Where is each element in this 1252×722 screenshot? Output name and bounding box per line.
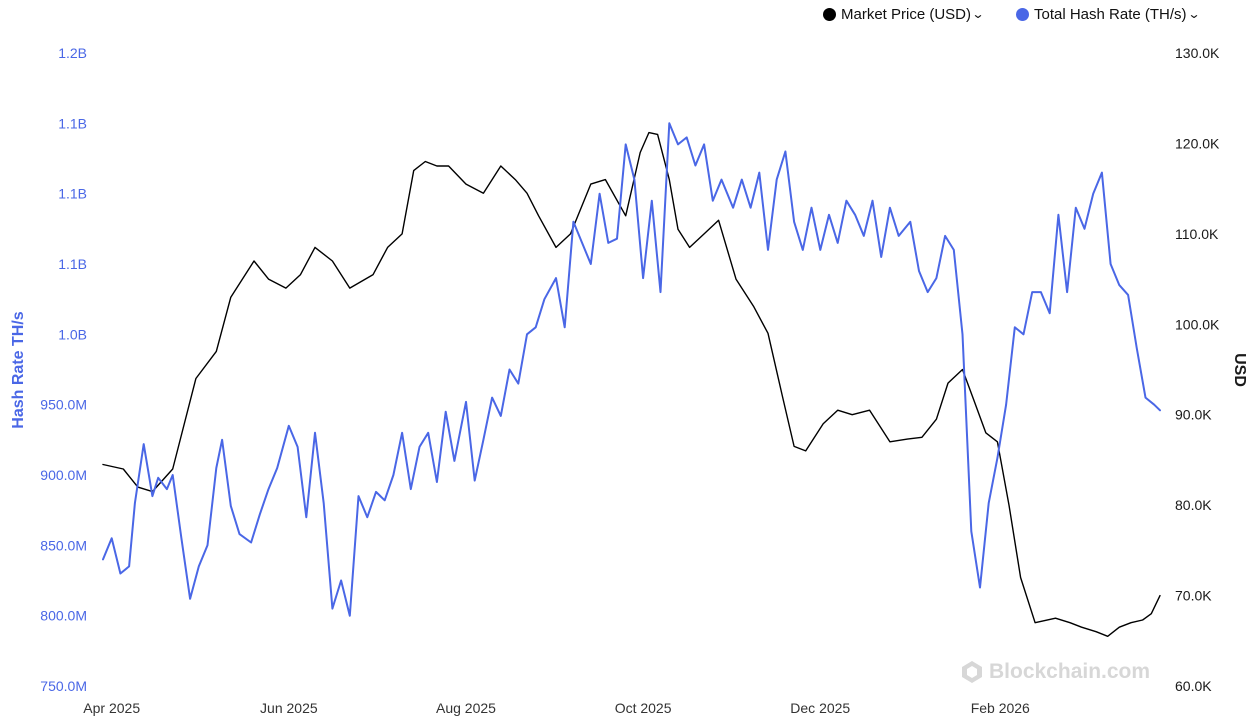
x-tick-label: Apr 2025 xyxy=(83,700,140,716)
left-tick-label: 1.1B xyxy=(58,115,87,131)
x-tick-label: Dec 2025 xyxy=(790,700,850,716)
left-axis-title: Hash Rate TH/s xyxy=(10,311,27,428)
right-tick-label: 60.0K xyxy=(1175,678,1212,694)
left-tick-label: 1.1B xyxy=(58,186,87,202)
left-tick-label: 750.0M xyxy=(40,678,87,694)
x-axis-ticks: Apr 2025 Jun 2025 Aug 2025 Oct 2025 Dec 2025… xyxy=(83,700,1030,716)
right-axis-title: USD xyxy=(1231,353,1248,387)
watermark-text: Blockchain.com xyxy=(989,660,1151,683)
left-tick-label: 800.0M xyxy=(40,608,87,624)
chevron-down-icon: ⌄ xyxy=(971,7,985,21)
left-tick-label: 850.0M xyxy=(40,537,87,553)
x-tick-label: Aug 2025 xyxy=(436,700,496,716)
legend-item-market-price[interactable]: Market Price (USD) ⌄ xyxy=(823,4,985,24)
right-tick-label: 70.0K xyxy=(1175,588,1212,604)
right-axis-ticks: 60.0K 70.0K 80.0K 90.0K 100.0K 110.0K 120.0K 13… xyxy=(1175,45,1220,694)
x-tick-label: Feb 2026 xyxy=(971,700,1030,716)
left-axis-ticks: 750.0M 800.0M 850.0M 900.0M 950.0M 1.0B 1.1B 1.… xyxy=(40,45,87,694)
left-tick-label: 900.0M xyxy=(40,467,87,483)
left-tick-label: 1.2B xyxy=(58,45,87,61)
series-layer xyxy=(102,122,1161,637)
x-tick-label: Oct 2025 xyxy=(615,700,672,716)
right-tick-label: 90.0K xyxy=(1175,407,1212,423)
chevron-down-icon: ⌄ xyxy=(1187,7,1201,21)
right-tick-label: 130.0K xyxy=(1175,45,1220,61)
left-tick-label: 950.0M xyxy=(40,397,87,413)
right-tick-label: 100.0K xyxy=(1175,316,1220,332)
right-tick-label: 120.0K xyxy=(1175,135,1220,151)
x-tick-label: Jun 2025 xyxy=(260,700,318,716)
right-tick-label: 80.0K xyxy=(1175,497,1212,513)
hash-rate-line xyxy=(102,122,1161,617)
hash-rate-dot-icon xyxy=(1016,7,1029,21)
blockchain-logo-icon xyxy=(962,661,982,683)
left-tick-label: 1.0B xyxy=(58,326,87,342)
market-price-line xyxy=(102,131,1161,637)
legend-label-hash-rate: Total Hash Rate (TH/s) xyxy=(1034,5,1187,23)
legend-label-market-price: Market Price (USD) xyxy=(841,5,972,23)
right-tick-label: 110.0K xyxy=(1175,226,1219,242)
legend-item-hash-rate[interactable]: Total Hash Rate (TH/s) ⌄ xyxy=(1016,4,1201,24)
watermark: Blockchain.com xyxy=(960,660,1150,684)
left-tick-label: 1.1B xyxy=(58,256,87,272)
market-price-dot-icon xyxy=(823,7,836,21)
